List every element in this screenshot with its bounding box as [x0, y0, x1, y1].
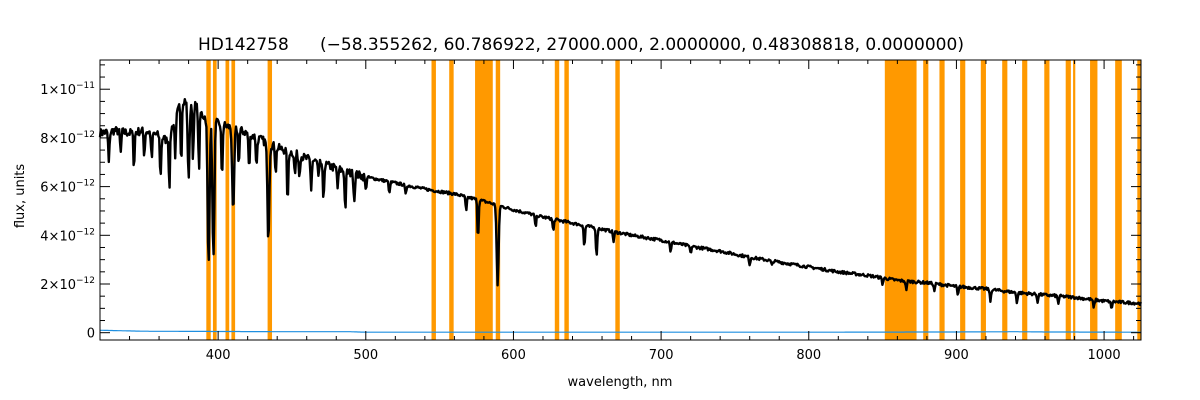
x-tick-label: 900	[944, 348, 969, 363]
y-tick-label: 8×10−12	[40, 130, 95, 147]
x-axis-ticks: 400 500 600 700 800 900 1000	[99, 60, 1135, 363]
masked-band-2	[225, 60, 230, 340]
masked-band-8	[495, 60, 501, 340]
error-series	[100, 329, 1141, 333]
y-tick-label: 1×10−11	[40, 81, 95, 98]
masked-band-24	[1137, 60, 1141, 340]
y-tick-label: 4×10−12	[40, 227, 95, 244]
plot-border	[99, 59, 1142, 341]
masked-band-18	[1022, 60, 1028, 340]
plot-frame	[99, 59, 1142, 341]
x-tick-label: 400	[206, 348, 231, 363]
y-axis-label: flux, units	[13, 164, 28, 229]
masked-band-11	[615, 60, 620, 340]
spectrum-line	[98, 98, 1142, 309]
masked-band-9	[554, 60, 560, 340]
x-tick-label: 500	[353, 348, 378, 363]
masked-band-23	[1115, 60, 1122, 340]
masked-band-22	[1090, 60, 1098, 340]
masked-band-19	[1044, 60, 1050, 340]
y-tick-label: 0	[87, 327, 95, 342]
masked-bands	[206, 60, 1141, 340]
masked-band-17	[1002, 60, 1008, 340]
masked-band-12	[884, 60, 917, 340]
masked-band-6	[449, 60, 454, 340]
masked-band-14	[939, 60, 945, 340]
x-axis-label: wavelength, nm	[568, 375, 673, 390]
y-axis-ticks: 0 2×10−12 4×10−12 6×10−12 8×10−12 1×10−11	[40, 64, 1141, 342]
chart-title: HD142758 (−58.355262, 60.786922, 27000.0…	[198, 35, 964, 55]
x-tick-label: 700	[649, 348, 674, 363]
masked-band-13	[923, 60, 929, 340]
y-tick-label: 2×10−12	[40, 276, 95, 293]
error-line	[100, 329, 1141, 333]
masked-band-21	[1073, 60, 1076, 340]
x-tick-label: 600	[501, 348, 526, 363]
y-tick-label: 6×10−12	[40, 179, 95, 196]
masked-band-15	[960, 60, 966, 340]
spectrum-series	[98, 98, 1142, 309]
masked-band-20	[1065, 60, 1071, 340]
masked-band-10	[564, 60, 569, 340]
x-tick-label: 800	[796, 348, 821, 363]
masked-band-16	[980, 60, 986, 340]
chart-title-star: HD142758	[198, 35, 289, 55]
chart-title-params: (−58.355262, 60.786922, 27000.000, 2.000…	[320, 35, 964, 55]
x-tick-label: 1000	[1088, 348, 1121, 363]
masked-band-5	[431, 60, 436, 340]
